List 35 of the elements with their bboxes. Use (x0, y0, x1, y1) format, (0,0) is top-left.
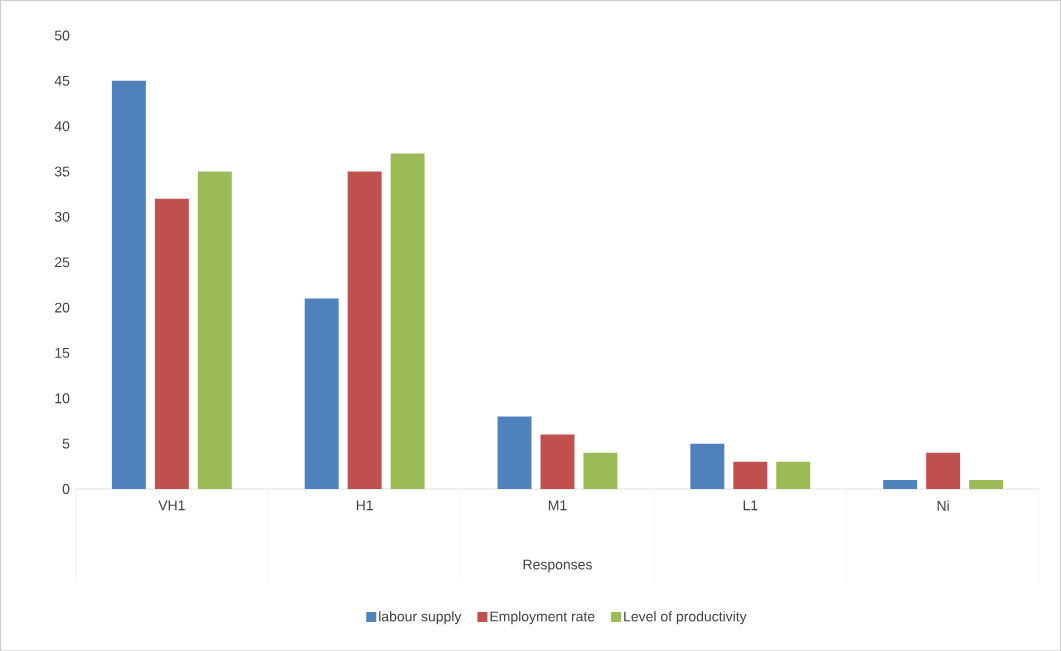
y-tick-label: 20 (55, 302, 70, 313)
x-tick-label: VH1 (158, 500, 185, 510)
bar (969, 479, 1004, 489)
bar (197, 171, 232, 489)
x-tick-label: M1 (548, 500, 567, 510)
bar (540, 434, 575, 489)
y-tick-label: 25 (55, 257, 70, 268)
legend-label: Employment rate (490, 610, 595, 624)
x-axis-title: Responses (523, 559, 592, 573)
bar (304, 298, 339, 489)
bar (776, 461, 811, 489)
legend-label: Level of productivity (624, 610, 747, 624)
bar (154, 198, 189, 489)
x-tick-label: Ni (937, 500, 949, 511)
y-tick-label: 35 (54, 166, 70, 177)
x-tick-label: L1 (743, 500, 758, 510)
bar (690, 443, 725, 489)
y-tick-label: 50 (54, 30, 70, 41)
y-tick-label: 10 (55, 393, 70, 404)
bar (883, 479, 918, 489)
bar (926, 452, 961, 489)
bar (583, 452, 618, 489)
legend-label: labour supply (379, 610, 462, 624)
y-tick-label: 45 (54, 75, 70, 86)
y-tick-label: 15 (55, 347, 70, 358)
bar (111, 80, 146, 489)
y-tick-label: 40 (54, 121, 70, 131)
bar (497, 416, 532, 489)
y-tick-label: 5 (62, 438, 70, 449)
y-tick-label: 0 (62, 483, 70, 494)
bar (347, 171, 382, 489)
bar (733, 461, 768, 489)
x-tick-label: H1 (356, 500, 373, 510)
bar (390, 153, 425, 489)
y-tick-label: 30 (54, 211, 70, 222)
